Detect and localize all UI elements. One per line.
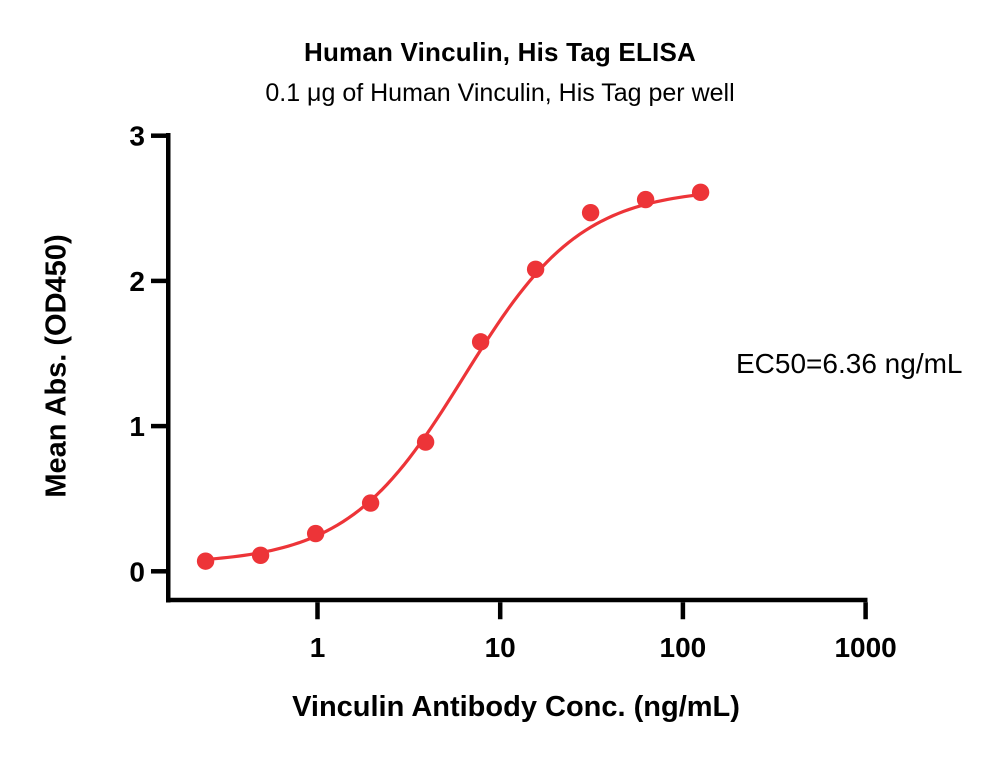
data-point (416, 433, 435, 451)
x-tick-label: 1 (310, 632, 326, 663)
x-tick (863, 602, 868, 620)
fit-curve (203, 193, 703, 562)
chart-subtitle: 0.1 μg of Human Vinculin, His Tag per we… (265, 79, 735, 107)
y-axis-line (166, 133, 171, 603)
data-point (251, 546, 270, 565)
x-axis-title: Vinculin Antibody Conc. (ng/mL) (292, 691, 740, 723)
y-tick-label: 0 (129, 556, 145, 587)
y-tick (151, 133, 166, 138)
ec50-annotation: EC50=6.36 ng/mL (736, 348, 963, 379)
data-point (526, 260, 545, 278)
y-tick-label: 1 (129, 411, 145, 442)
y-tick-label: 3 (129, 121, 145, 152)
data-point (471, 333, 490, 351)
data-point (361, 494, 380, 512)
chart-title: Human Vinculin, His Tag ELISA (303, 37, 696, 67)
x-tick (497, 602, 503, 620)
y-tick (151, 278, 166, 284)
x-tick-label: 10 (485, 632, 516, 663)
x-tick-label: 100 (660, 632, 707, 663)
x-axis-line (166, 597, 868, 603)
y-tick (151, 423, 166, 429)
y-tick-label: 2 (129, 266, 145, 297)
x-tick (315, 602, 320, 620)
x-tick (680, 602, 686, 620)
y-tick (151, 569, 166, 574)
data-point (306, 524, 325, 543)
data-point (636, 190, 655, 209)
x-tick-label: 1000 (834, 632, 896, 663)
data-point (581, 203, 600, 222)
data-point (691, 183, 710, 202)
data-point (196, 552, 215, 570)
